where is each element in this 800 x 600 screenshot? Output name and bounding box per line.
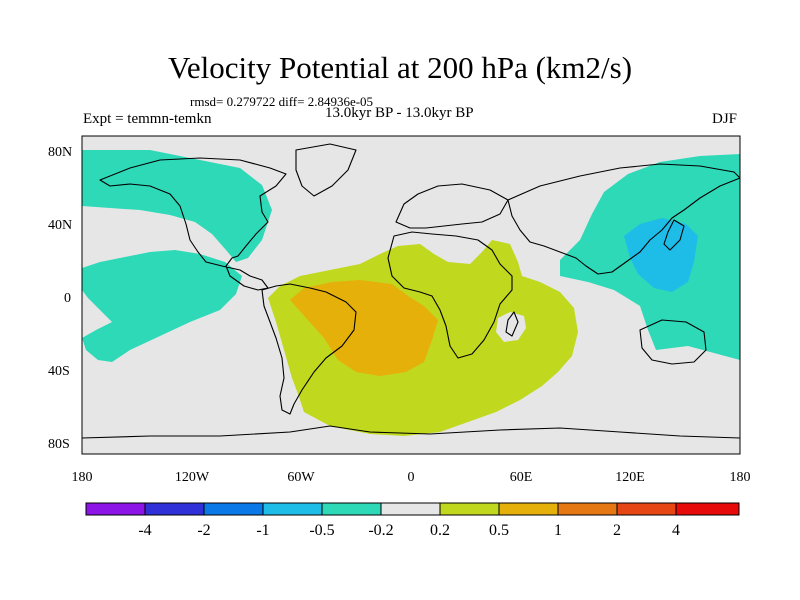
coast-antarctica bbox=[81, 425, 741, 439]
coast-south-america bbox=[261, 283, 357, 415]
colorbar-box bbox=[262, 502, 323, 516]
period-text: 13.0kyr BP - 13.0kyr BP bbox=[325, 105, 474, 121]
coast-europe bbox=[395, 183, 509, 229]
colorbar-label: -2 bbox=[197, 522, 210, 539]
colorbar-labels: -4 -2 -1 -0.5 -0.2 0.2 0.5 1 2 4 bbox=[138, 522, 680, 539]
lon-tick: 120W bbox=[175, 470, 210, 485]
colorbar-box bbox=[557, 502, 618, 516]
lat-tick: 80N bbox=[48, 145, 72, 160]
colorbar-label: -1 bbox=[256, 522, 269, 539]
coast-japan bbox=[663, 219, 685, 251]
lon-axis: 180 120W 60W 0 60E 120E 180 bbox=[72, 470, 751, 485]
colorbar-label: 2 bbox=[613, 522, 621, 539]
coast-australia bbox=[639, 319, 707, 365]
colorbar-label: -0.5 bbox=[309, 522, 334, 539]
lat-tick: 40N bbox=[48, 218, 72, 233]
colorbar-box bbox=[321, 502, 382, 516]
contour-neg-japan bbox=[624, 218, 698, 292]
colorbar-box bbox=[498, 502, 559, 516]
colorbar-label: 1 bbox=[554, 522, 562, 539]
colorbar-label: 4 bbox=[672, 522, 680, 539]
coast-asia bbox=[507, 163, 741, 275]
contour-neg-north-america bbox=[82, 150, 272, 262]
colorbar-label: -4 bbox=[138, 522, 151, 539]
lat-tick: 0 bbox=[64, 291, 71, 306]
colorbar-label: 0.5 bbox=[489, 522, 509, 539]
lon-tick: 180 bbox=[730, 470, 751, 485]
lat-tick: 40S bbox=[48, 364, 70, 379]
coast-greenland bbox=[295, 143, 357, 197]
coast-north-america bbox=[99, 157, 287, 291]
coast-africa bbox=[387, 231, 513, 359]
contour-neg-pacific-east bbox=[82, 250, 242, 362]
colorbar-label: 0.2 bbox=[430, 522, 450, 539]
colorbar-box bbox=[144, 502, 205, 516]
lat-axis: 80N 40N 0 40S 80S bbox=[48, 145, 72, 452]
stats-text: rmsd= 0.279722 diff= 2.84936e-05 bbox=[190, 94, 374, 109]
colorbar-label: -0.2 bbox=[368, 522, 393, 539]
lon-tick: 120E bbox=[615, 470, 645, 485]
colorbar-box bbox=[675, 502, 740, 516]
lon-tick: 60E bbox=[510, 470, 533, 485]
contour-gap-indian-ocean bbox=[496, 312, 526, 342]
colorbar-box bbox=[380, 502, 441, 516]
colorbar-box bbox=[85, 502, 146, 516]
lat-tick: 80S bbox=[48, 437, 70, 452]
coast-madagascar bbox=[505, 311, 519, 337]
season-label: DJF bbox=[712, 111, 738, 127]
coastlines bbox=[81, 143, 741, 439]
chart-title: Velocity Potential at 200 hPa (km2/s) bbox=[167, 50, 633, 85]
lon-tick: 60W bbox=[287, 470, 315, 485]
map-plot bbox=[81, 135, 741, 455]
contour-pos-south-atlantic bbox=[290, 280, 438, 376]
colorbar-box bbox=[616, 502, 677, 516]
experiment-label: Expt = temmn-temkn bbox=[83, 111, 212, 127]
lon-tick: 180 bbox=[72, 470, 93, 485]
map-frame bbox=[81, 135, 741, 455]
lon-tick: 0 bbox=[408, 470, 415, 485]
colorbar-box bbox=[439, 502, 500, 516]
colorbar bbox=[85, 502, 740, 516]
colorbar-box bbox=[203, 502, 264, 516]
